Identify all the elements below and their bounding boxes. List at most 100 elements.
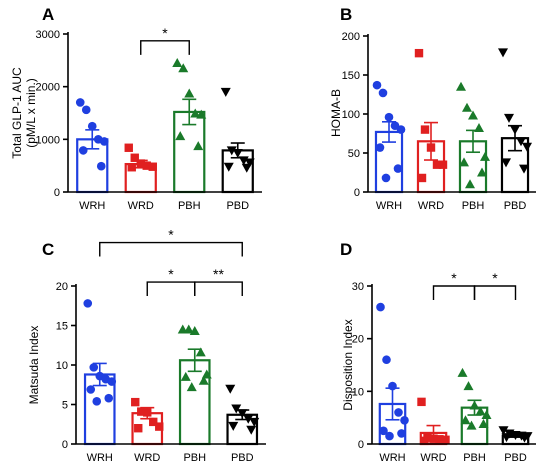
y-tick-label: 1000: [36, 134, 60, 146]
y-tick-label: 150: [342, 70, 360, 82]
data-point: [75, 98, 85, 107]
x-tick-label: WRD: [420, 452, 446, 464]
data-point: [189, 326, 200, 336]
x-tick-label: PBD: [231, 452, 254, 464]
data-point: [378, 88, 388, 98]
data-point: [178, 63, 189, 73]
data-point: [172, 57, 183, 67]
data-point: [498, 48, 508, 58]
data-point: [198, 375, 209, 385]
data-point: [184, 88, 195, 98]
data-point: [462, 102, 472, 112]
panel-a: A Total GLP-1 AUC (pM/L x min.) WRH WRD PBH PB…: [10, 5, 262, 212]
x-tick-label: WRH: [87, 452, 113, 464]
y-axis-label: (pM/L x min.): [24, 78, 38, 148]
data-point: [107, 377, 117, 386]
data-point: [469, 400, 480, 410]
significance-bracket: [473, 285, 517, 300]
y-tick-label: 5: [62, 400, 68, 412]
data-point: [232, 149, 243, 159]
data-point: [225, 384, 236, 394]
data-point: [375, 143, 385, 152]
data-point: [131, 397, 140, 407]
data-point: [226, 146, 237, 156]
data-point: [130, 153, 139, 162]
data-point: [183, 324, 194, 334]
data-point: [466, 420, 477, 430]
data-point: [148, 162, 157, 171]
data-point: [516, 137, 526, 147]
data-point: [83, 299, 93, 308]
data-point: [372, 80, 382, 90]
data-point: [465, 179, 475, 189]
data-point: [417, 173, 427, 183]
x-tick-label: PBH: [462, 200, 485, 212]
data-point: [196, 109, 207, 119]
x-tick-label: PBH: [178, 200, 201, 212]
significance-bracket: [194, 281, 243, 297]
x-tick-label: WRD: [418, 200, 444, 212]
data-point: [468, 110, 478, 120]
significance-bracket: [140, 40, 190, 55]
y-tick-label: 3000: [36, 29, 60, 41]
data-point: [201, 369, 212, 379]
data-point: [87, 121, 97, 131]
data-point: [429, 434, 438, 443]
x-tick-label: PBD: [504, 200, 527, 212]
data-point: [382, 355, 391, 365]
data-point: [481, 410, 492, 420]
data-point: [477, 167, 487, 177]
data-point: [124, 143, 133, 152]
y-tick-label: 200: [342, 31, 360, 43]
data-point: [393, 164, 403, 173]
data-point: [400, 416, 409, 425]
data-point: [478, 418, 489, 428]
data-point: [231, 404, 242, 414]
data-point: [220, 87, 231, 97]
y-tick-label: 100: [342, 109, 360, 121]
data-point: [136, 159, 145, 168]
data-point: [99, 137, 109, 146]
data-point: [384, 112, 394, 122]
data-point: [142, 161, 151, 170]
x-tick-label: PBH: [183, 452, 206, 464]
data-point: [519, 164, 529, 174]
data-point: [376, 302, 385, 312]
significance-bracket: [432, 285, 476, 300]
panel-d: D Disposition Index WRH WRD PBH PBD 0 10 20 30 * *: [340, 240, 536, 464]
y-tick-label: 0: [62, 439, 68, 451]
data-point: [397, 429, 406, 438]
data-point: [480, 151, 490, 161]
x-tick-label: PBD: [226, 200, 249, 212]
y-tick-label: 20: [56, 281, 68, 293]
y-tick-label: 10: [56, 360, 68, 372]
data-point: [86, 385, 96, 394]
significance-bracket: [99, 241, 243, 257]
data-point: [379, 426, 388, 436]
data-point: [155, 422, 164, 431]
data-point: [474, 123, 484, 133]
data-point: [501, 433, 512, 443]
y-tick-label: 50: [348, 148, 360, 160]
y-axis-label: Matsuda Index: [27, 326, 41, 405]
data-point: [96, 161, 106, 171]
significance-label: *: [168, 266, 174, 282]
data-point: [81, 105, 91, 115]
data-point: [504, 113, 514, 123]
data-point: [193, 141, 204, 151]
x-tick-label: WRH: [376, 200, 402, 212]
data-point: [420, 436, 429, 446]
data-point: [149, 417, 158, 427]
y-axis-label: Total GLP-1 AUC: [10, 67, 24, 159]
data-point: [463, 381, 474, 391]
data-point: [388, 381, 397, 391]
significance-label: **: [213, 266, 224, 282]
y-tick-label: 30: [352, 281, 364, 293]
panel-b: B HOMA-B WRH WRD PBH PBD 0 50 100 150 200: [329, 5, 536, 212]
data-point: [78, 146, 88, 155]
data-point: [394, 408, 403, 417]
data-point: [104, 393, 114, 403]
data-point: [190, 108, 201, 118]
